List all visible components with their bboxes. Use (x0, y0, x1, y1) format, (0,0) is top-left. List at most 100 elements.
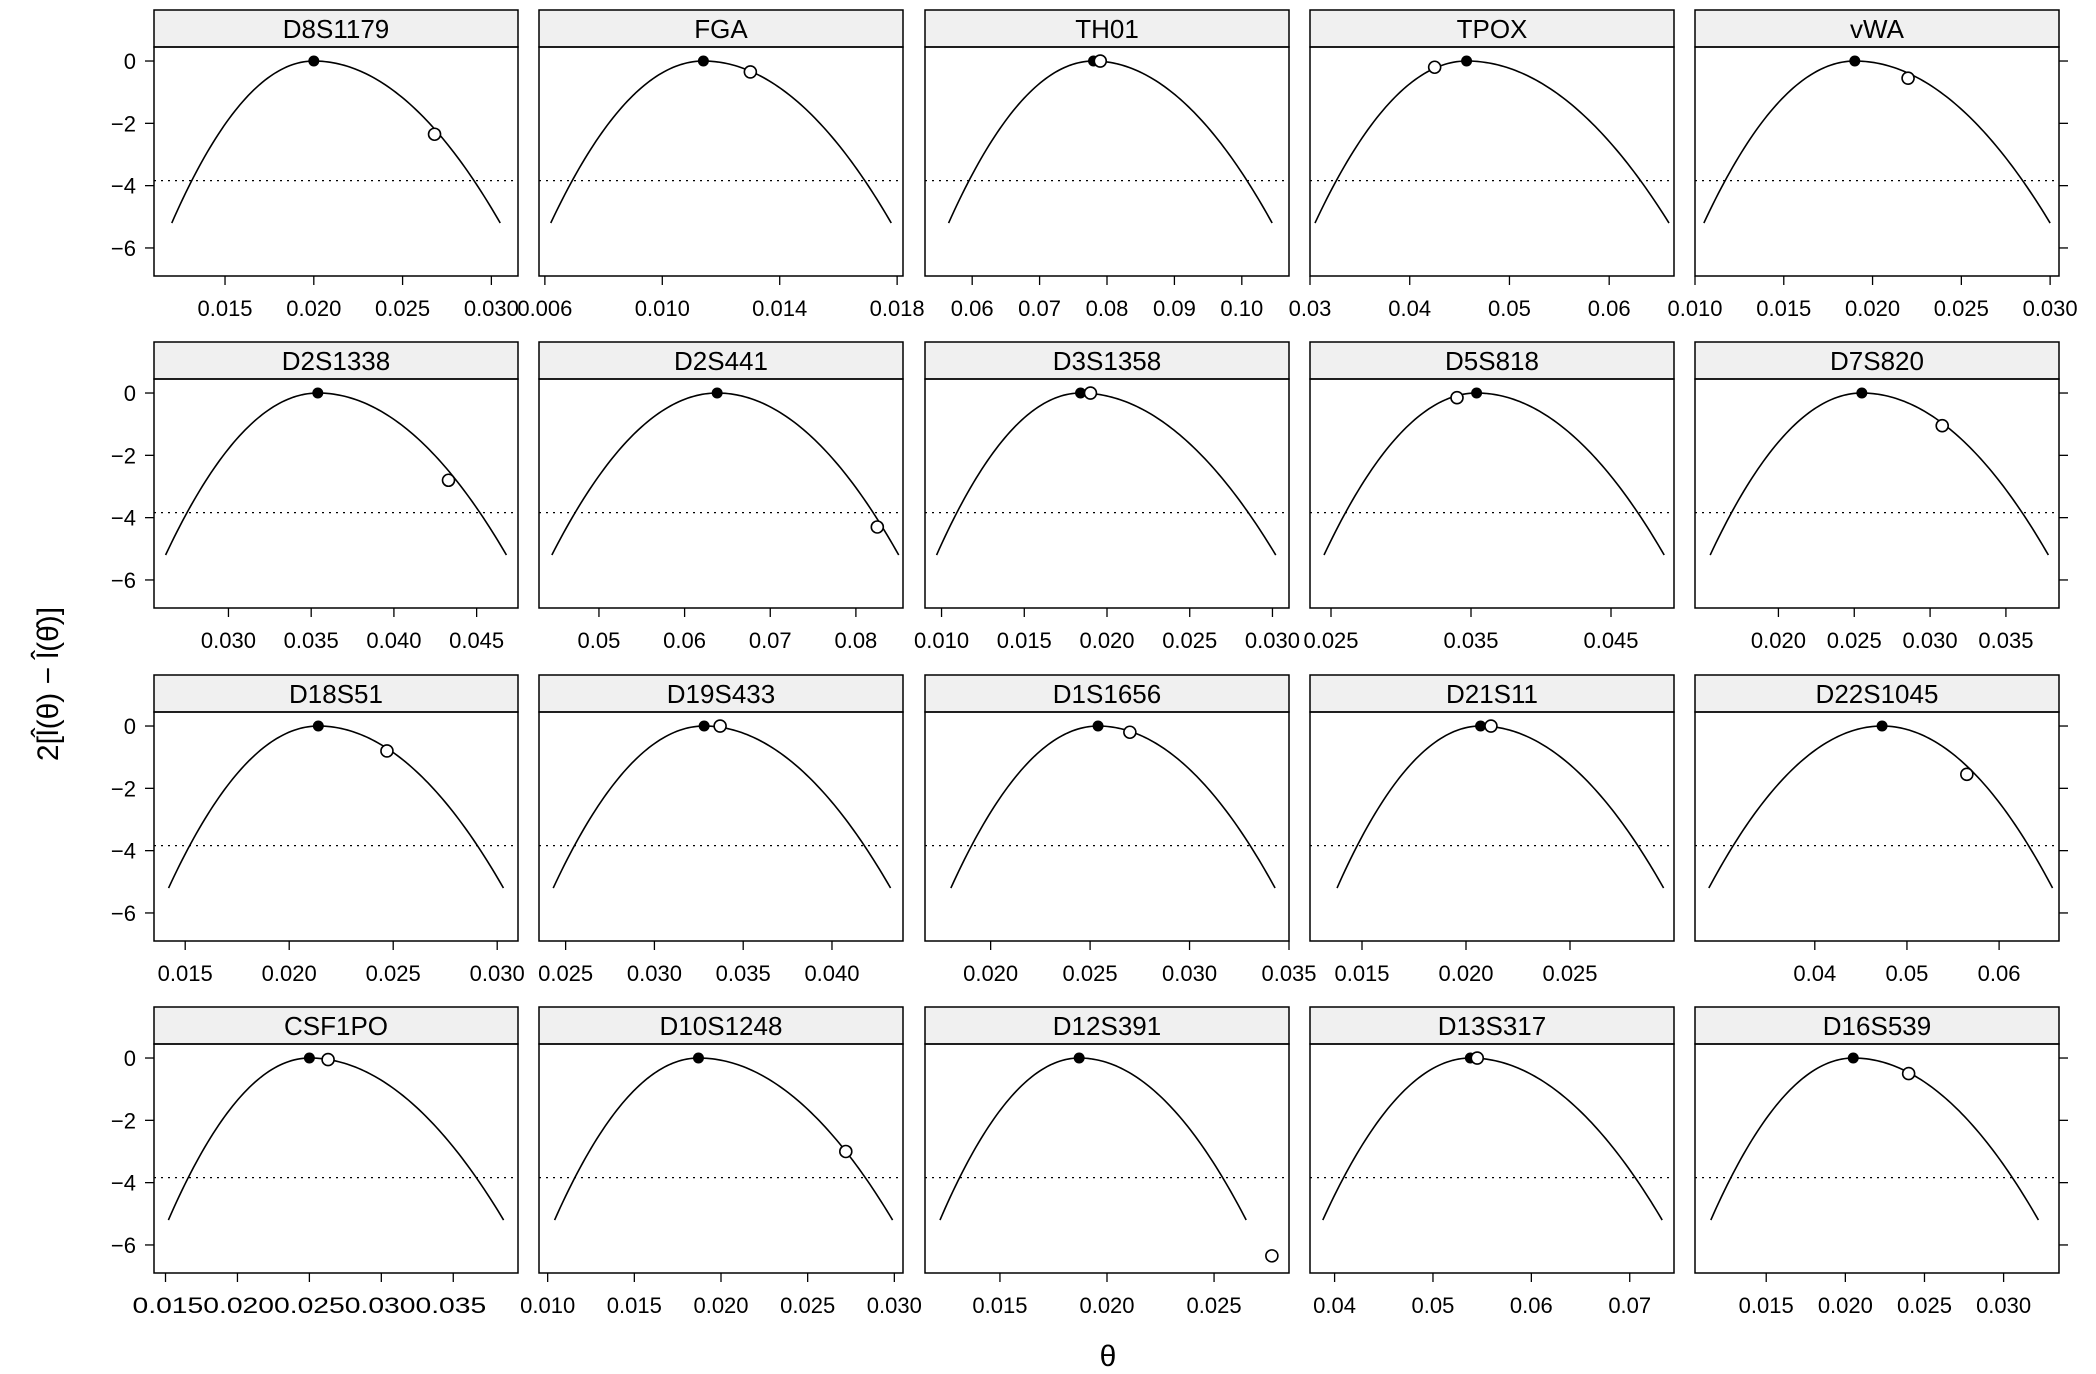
x-tick-label: 0.015 (158, 961, 213, 986)
x-tick-label: 0.015 (197, 296, 252, 321)
profile-curve (1336, 725, 1665, 889)
x-tick-label: 0.030 (1162, 961, 1217, 986)
x-tick-label: 0.07 (1608, 1293, 1651, 1318)
x-tick-label: 0.07 (749, 628, 792, 653)
panel-title: D18S51 (289, 679, 383, 709)
panel-d1s1656: D1S1656 0.020 0.025 0.030 0.035 (924, 674, 1317, 986)
x-tick-label: 0.025 (1063, 961, 1118, 986)
open-point (427, 127, 442, 142)
panel-d2s441: D2S441 0.05 0.06 0.07 0.08 (538, 341, 904, 653)
profile-curve (1322, 1057, 1663, 1221)
open-point (441, 473, 456, 488)
y-tick-label: −2 (111, 776, 136, 801)
open-point (380, 744, 394, 758)
panel-frame (1694, 378, 2060, 609)
mle-point (303, 1052, 315, 1064)
open-point (1123, 725, 1137, 740)
x-tick-label: 0.010 (520, 1293, 575, 1318)
panel-frame (1309, 1043, 1675, 1274)
x-tick-label: 0.03 (1289, 296, 1332, 321)
open-point (1935, 418, 1950, 433)
panel-d13s317: D13S317 0.04 0.05 0.06 0.07 (1309, 1006, 1675, 1318)
x-tick-label: 0.0150.0200.0250.0300.035 (133, 1293, 487, 1318)
open-point (743, 65, 758, 79)
profile-curve (939, 1057, 1247, 1221)
x-tick-label: 0.040 (804, 961, 859, 986)
x-tick-label: 0.05 (1886, 961, 1929, 986)
y-tick-label: −4 (111, 1171, 136, 1196)
x-tick-label: 0.030 (1903, 628, 1958, 653)
x-tick-label: 0.06 (1588, 296, 1631, 321)
panel-d18s51: D18S51 0 −2 −4 −6 0.015 0.020 0.025 0.030 (111, 674, 525, 986)
x-tick-label: 0.10 (1220, 296, 1263, 321)
panel-frame (1309, 711, 1675, 942)
x-tick-label: 0.06 (663, 628, 706, 653)
y-tick-label: −2 (111, 111, 136, 136)
panel-d7s820: D7S820 0.020 0.025 0.030 0.035 (1694, 341, 2068, 653)
profile-curve (551, 392, 900, 556)
panel-strip (924, 9, 1290, 48)
panel-vwa: vWA 0.010 0.015 0.020 0.025 0.030 (1667, 9, 2078, 321)
panel-frame (153, 46, 519, 277)
panel-title: D12S391 (1053, 1011, 1161, 1041)
open-point (321, 1052, 335, 1067)
mle-point (312, 387, 324, 399)
y-tick-label: −6 (111, 901, 136, 926)
x-tick-label: 0.020 (1079, 1293, 1134, 1318)
x-tick-label: 0.015 (607, 1293, 662, 1318)
panel-title: D1S1656 (1053, 679, 1161, 709)
panel-tpox: TPOX 0.03 0.04 0.05 0.06 (1289, 9, 1675, 321)
x-tick-label: 0.05 (1488, 296, 1531, 321)
panel-d8s1179: D8S1179 0 −2 −4 −6 0.015 0.020 0.025 0.030 (111, 9, 519, 321)
panel-title: D13S317 (1438, 1011, 1546, 1041)
x-tick-label: 0.07 (1018, 296, 1061, 321)
x-tick-label: 0.020 (286, 296, 341, 321)
x-tick-label: 0.035 (1443, 628, 1498, 653)
y-tick-label: 0 (124, 714, 136, 739)
profile-curve (1314, 60, 1670, 224)
x-tick-label: 0.020 (693, 1293, 748, 1318)
x-tick-label: 0.025 (375, 296, 430, 321)
profile-curve (1710, 1057, 2040, 1221)
x-tick-label: 0.020 (1079, 628, 1134, 653)
x-tick-label: 0.030 (1245, 628, 1300, 653)
panel-fga: FGA 0.006 0.010 0.014 0.018 (517, 9, 925, 321)
x-tick-label: 0.010 (1667, 296, 1722, 321)
x-tick-label: 0.06 (951, 296, 994, 321)
profile-curve (1323, 392, 1665, 556)
open-point (713, 719, 727, 733)
open-point (1265, 1249, 1279, 1263)
x-tick-label: 0.010 (635, 296, 690, 321)
y-tick-label: 0 (124, 1046, 136, 1071)
panel-title: D16S539 (1823, 1011, 1931, 1041)
panel-strip (1309, 1006, 1675, 1045)
panel-d19s433: D19S433 0.025 0.030 0.035 0.040 (538, 674, 904, 986)
x-tick-label: 0.025 (780, 1293, 835, 1318)
panel-frame (153, 711, 519, 942)
open-point (1960, 767, 1974, 782)
profile-curve (1709, 392, 2050, 556)
panel-strip (153, 1006, 519, 1045)
mle-point (711, 387, 723, 399)
panel-strip (538, 341, 904, 380)
x-tick-label: 0.025 (1827, 628, 1882, 653)
x-tick-label: 0.015 (972, 1293, 1027, 1318)
panel-d10s1248: D10S1248 0.010 0.015 0.020 0.025 0.030 (520, 1006, 922, 1318)
panel-title: D8S1179 (283, 14, 390, 44)
panel-frame (1694, 46, 2060, 277)
mle-point (1092, 720, 1104, 732)
panel-strip (538, 674, 904, 713)
panel-csf1po: CSF1PO 0 −2 −4 −6 0.0150.0200.0250.0300.035 (111, 1006, 519, 1318)
open-point (1427, 60, 1442, 75)
mle-point (1856, 387, 1868, 399)
profile-curve (552, 725, 892, 889)
profile-curve (935, 392, 1277, 556)
panel-title: TPOX (1457, 14, 1528, 44)
panel-title: D5S818 (1445, 346, 1539, 376)
x-tick-label: 0.030 (470, 961, 525, 986)
panel-strip (1694, 1006, 2060, 1045)
x-tick-label: 0.025 (366, 961, 421, 986)
panel-title: FGA (694, 14, 748, 44)
x-tick-label: 0.015 (997, 628, 1052, 653)
open-point (1901, 71, 1915, 85)
